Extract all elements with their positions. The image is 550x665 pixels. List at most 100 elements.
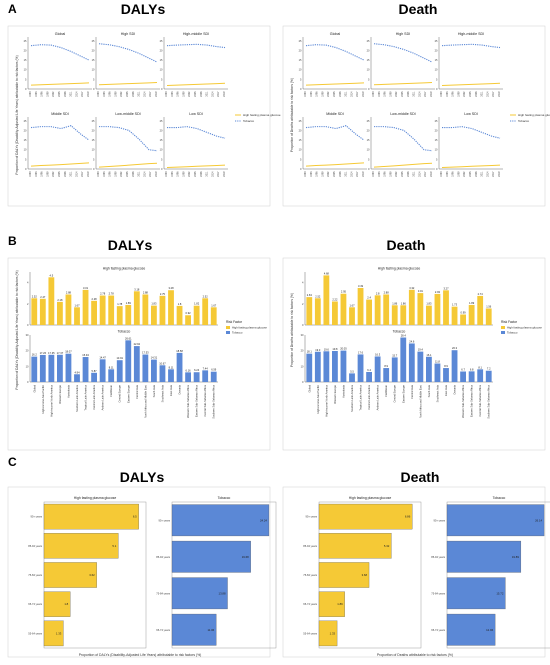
fpg-line [30, 162, 90, 167]
y-axis-label: Proportion of Deaths attributable to ris… [290, 78, 294, 152]
data-label: 17.35 [48, 351, 55, 355]
fpg-bar [477, 295, 484, 325]
x-tick-label: 2019 [87, 171, 90, 177]
data-label: 2.88 [384, 290, 390, 294]
x-tick-label: 2005 [469, 91, 472, 97]
tobacco-bar [323, 351, 330, 382]
tobacco-bar [48, 354, 55, 382]
data-label: 2.74 [478, 292, 484, 296]
fpg-bar [125, 304, 132, 325]
y-tick-label: 25 [160, 39, 163, 43]
data-label: 11.8 [435, 360, 440, 364]
y-tick-label: 10 [24, 68, 27, 72]
x-tick-label: 2005 [401, 91, 404, 97]
x-tick-label: 1996 [452, 91, 455, 97]
data-label: 19.6 [324, 347, 330, 351]
fpg-line [305, 82, 365, 86]
category-label: High-income North America [324, 384, 328, 416]
tobacco-bar [383, 368, 390, 382]
panel-c-right-title: Death [401, 469, 440, 485]
x-tick-label: 1996 [109, 91, 112, 97]
fpg-bar [65, 294, 72, 325]
facet-title: Tobacco [218, 496, 231, 500]
data-label: 6.5 [133, 515, 137, 519]
x-tick-label: 1993 [446, 91, 449, 97]
tobacco-bar [426, 356, 432, 382]
x-tick-label: 1993 [446, 171, 449, 177]
age-group-label: 75-84 years [156, 591, 170, 595]
x-tick-label: 2005 [469, 171, 472, 177]
category-label: Caribbean [109, 384, 113, 397]
tobacco-bar [460, 371, 466, 382]
tobacco-bar [446, 613, 496, 646]
data-label: 2.22 [332, 297, 338, 301]
tobacco-bar [151, 359, 157, 382]
fpg-bar [374, 295, 381, 325]
tobacco-line [166, 43, 226, 49]
category-label: North Africa and Middle East [418, 385, 422, 418]
data-label: 8.11 [109, 365, 114, 369]
category-label: Central Sub-Saharan Africa [478, 384, 482, 416]
data-label: 10.67 [159, 361, 166, 365]
fpg-bar [43, 503, 139, 530]
data-label: 8.9 [444, 364, 448, 368]
legend-fpg-label: High fasting plasma glucose [518, 113, 550, 117]
data-label: 17.26 [40, 351, 47, 355]
y-tick-label: 25 [24, 39, 27, 43]
x-tick-label: 1990 [372, 171, 375, 177]
x-tick-label: 2017 [424, 91, 427, 97]
fpg-bar [340, 293, 347, 325]
tobacco-bar [171, 540, 251, 573]
tobacco-bar [82, 357, 89, 382]
fpg-bar [332, 301, 338, 325]
tobacco-bar [133, 346, 140, 382]
data-label: 1.86 [392, 301, 398, 305]
y-tick-label: 0 [93, 87, 95, 91]
facet-title: Tobacco [118, 330, 131, 334]
data-label: 2.52 [203, 294, 209, 298]
data-label: 19.89 [512, 555, 519, 559]
tobacco-bar [168, 369, 174, 382]
category-label: Caribbean [384, 384, 388, 397]
category-label: North Africa and Middle East [143, 385, 147, 418]
y-tick-label: 0 [368, 87, 370, 91]
panel-letter-a: A [8, 2, 17, 16]
x-tick-label: 2005 [333, 171, 336, 177]
fpg-bar [323, 275, 330, 325]
legend-tobacco-label: Tobacco [507, 331, 518, 335]
x-tick-label: 2008 [200, 171, 203, 177]
x-axis-label: Proportion of Deaths attributable to ris… [377, 653, 453, 657]
tobacco-line [442, 126, 501, 139]
age-group-label: 85-94 years [156, 555, 170, 559]
category-label: Australasia [66, 384, 70, 397]
x-tick-label: 1990 [29, 171, 32, 177]
y-tick-label: 15 [299, 58, 302, 62]
y-tick-label: 20 [92, 48, 95, 52]
tobacco-bar [31, 356, 38, 382]
y-tick-label: 0 [25, 167, 27, 171]
data-label: 2.93 [435, 290, 441, 294]
age-group-label: 65-74 years [28, 602, 42, 606]
x-tick-label: 1993 [103, 171, 106, 177]
x-tick-label: 2011 [413, 91, 416, 97]
tobacco-line [99, 126, 158, 152]
category-label: East Asia [169, 384, 173, 395]
y-tick-label: 5 [436, 77, 438, 81]
facet-title: Low SDI [189, 112, 203, 116]
legend-tobacco-label: Tobacco [518, 119, 530, 123]
fpg-bar [318, 562, 370, 588]
age-group-label: 95+ years [31, 515, 43, 519]
x-tick-label: 1993 [171, 91, 174, 97]
y-tick-label: 5 [93, 157, 95, 161]
x-tick-label: 2017 [356, 171, 359, 177]
y-tick-label: 10 [160, 148, 163, 152]
data-label: 6.86 [405, 515, 411, 519]
y-tick-label: 20 [160, 48, 163, 52]
fpg-bar [31, 298, 38, 325]
facet-box [171, 501, 277, 649]
category-label: Southern Sub-Saharan Africa [487, 384, 491, 418]
fpg-line [166, 164, 226, 168]
x-tick-label: 1990 [304, 171, 307, 177]
fpg-bar [408, 289, 415, 325]
tobacco-bar [374, 356, 381, 382]
